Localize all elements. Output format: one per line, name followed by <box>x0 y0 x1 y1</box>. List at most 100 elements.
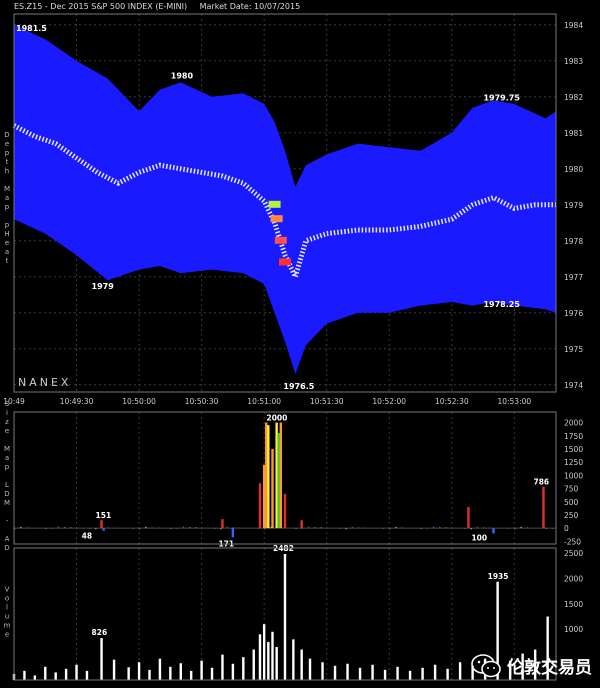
x-tick-label: 10:52:00 <box>372 397 406 406</box>
volume-bar <box>396 666 399 680</box>
ldm-bar <box>492 528 495 534</box>
volume-bar <box>85 670 89 680</box>
ldm-tick <box>57 526 59 529</box>
x-tick-label: 10:51:30 <box>310 397 344 406</box>
ldm-tick <box>51 528 53 530</box>
ldm-tick <box>345 528 347 530</box>
ldm-tick <box>151 527 153 529</box>
volume-bar <box>292 639 295 680</box>
ldm-tick <box>401 527 403 529</box>
y-tick-label: 1250 <box>564 458 583 467</box>
volume-bar <box>458 662 462 680</box>
volume-bar <box>242 657 245 680</box>
ldm-tick <box>433 526 435 529</box>
heat-mark <box>279 258 291 266</box>
volume-bar <box>521 653 524 680</box>
volume-bar <box>408 670 412 680</box>
volume-bar <box>231 663 235 680</box>
volume-bar <box>23 670 26 680</box>
volume-bar <box>371 664 374 680</box>
x-tick-label: 10:53:00 <box>497 397 531 406</box>
ldm-tick <box>426 528 428 530</box>
y-axis-title-char: e <box>5 239 9 247</box>
size-annotation: 48 <box>82 531 92 540</box>
ldm-tick <box>520 526 522 529</box>
volume-bar <box>283 553 287 680</box>
volume-bar <box>100 638 103 680</box>
y-axis-title-char: i <box>6 409 8 417</box>
ldm-tick <box>139 528 141 530</box>
ldm-tick <box>483 527 485 529</box>
y-tick-label: 750 <box>564 485 579 494</box>
volume-bar <box>271 631 274 680</box>
ldm-tick <box>107 527 110 529</box>
ldm-tick <box>339 528 341 529</box>
volume-bar <box>148 669 151 680</box>
volume-bar <box>508 660 512 680</box>
ldm-tick <box>195 527 197 529</box>
y-tick-label: 1982 <box>564 93 583 102</box>
y-axis-title-char: h <box>5 167 9 175</box>
ldm-bar <box>275 422 278 529</box>
y-tick-label: 1500 <box>564 445 583 454</box>
ldm-tick <box>226 526 228 529</box>
ldm-tick <box>95 528 97 530</box>
volume-bar <box>533 649 537 680</box>
price-annotation: 1981.5 <box>16 24 47 33</box>
depth-heat-band <box>14 24 556 375</box>
volume-annotation: 1935 <box>488 572 509 581</box>
y-tick-label: 2500 <box>564 549 583 558</box>
y-axis-title-char: t <box>6 257 9 265</box>
ldm-bar <box>467 507 470 529</box>
ldm-tick <box>26 527 28 529</box>
x-tick-label: 10:49 <box>3 397 25 406</box>
volume-bar <box>333 665 337 680</box>
y-axis-title-char: A <box>5 535 10 543</box>
x-tick-label: 10:50:30 <box>185 397 219 406</box>
y-axis-title-char: M <box>4 499 10 507</box>
chart-axes: 1974 1975 1976 1977 1978 1979 1980 1981 1982 1983… <box>3 13 583 681</box>
volume-bar <box>321 662 324 680</box>
y-tick-label: 1976 <box>564 309 583 318</box>
panel-frame <box>13 13 557 393</box>
y-axis-title-char: p <box>5 463 10 471</box>
ldm-tick <box>470 528 472 530</box>
volume-bar <box>300 649 303 680</box>
y-axis-title-char: u <box>5 613 9 621</box>
y-axis-title-char: p <box>5 149 10 157</box>
y-tick-label: 1983 <box>564 57 583 66</box>
y-tick-label: 1000 <box>564 625 583 634</box>
y-axis-title-char: - <box>6 517 9 525</box>
watermark-text: 伦敦交易员 <box>507 658 592 678</box>
volume-bar <box>200 660 203 680</box>
ldm-tick <box>220 528 222 530</box>
volume-bar <box>421 667 424 680</box>
ldm-tick <box>239 527 241 529</box>
y-axis-title-char: z <box>5 418 9 426</box>
ldm-tick <box>508 528 510 530</box>
x-tick-label: 10:52:30 <box>435 397 469 406</box>
volume-bar <box>275 647 278 680</box>
y-tick-label: 1750 <box>564 432 583 441</box>
ldm-bar <box>262 464 266 529</box>
symbol-label: ES.Z15 - Dec 2015 S&P 500 INDEX (E-MINI) <box>14 2 188 11</box>
ldm-tick <box>89 528 91 529</box>
x-tick-label: 10:51:00 <box>247 397 281 406</box>
chart-header: ES.Z15 - Dec 2015 S&P 500 INDEX (E-MINI)… <box>14 2 310 11</box>
ldm-bar <box>258 483 262 529</box>
price-annotation: 1978.25 <box>483 300 520 309</box>
y-tick-label: 1978 <box>564 237 583 246</box>
ldm-bar <box>102 528 105 531</box>
y-tick-label: 500 <box>564 498 579 507</box>
y-tick-label: 1975 <box>564 345 583 354</box>
ldm-tick <box>170 528 172 529</box>
volume-annotation: 826 <box>92 628 108 637</box>
ldm-tick <box>214 528 216 529</box>
y-axis-title-char: o <box>5 595 9 603</box>
y-tick-label: 250 <box>564 511 579 520</box>
volume-bar <box>358 667 362 680</box>
heat-mark <box>270 215 283 223</box>
volume-bar <box>433 664 437 680</box>
y-axis-title-char: e <box>5 427 9 435</box>
